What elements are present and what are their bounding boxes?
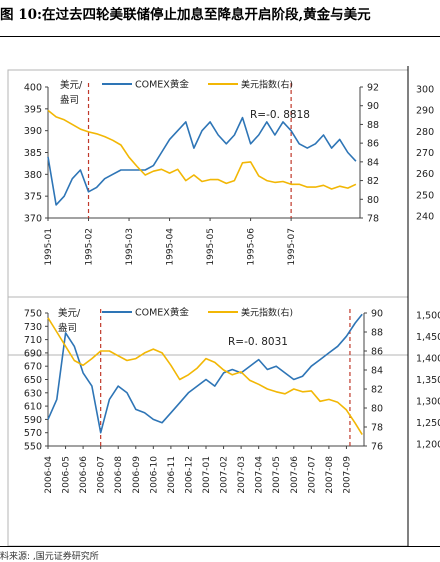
chart2-x-tick-label: 2006-12 bbox=[184, 456, 194, 494]
chart2-right-tick-label: 84 bbox=[371, 366, 383, 377]
chart1-left-tick-label: 370 bbox=[24, 214, 42, 225]
chart2-x-tick-label: 2007-07 bbox=[307, 456, 317, 494]
chart2-outer-tick-label: 1,500 bbox=[416, 311, 440, 322]
chart1-left-tick-label: 395 bbox=[24, 104, 42, 115]
chart2-x-tick-label: 2007-06 bbox=[290, 456, 300, 494]
chart2-x-tick-label: 2006-06 bbox=[79, 456, 89, 494]
chart2-left-tick-label: 630 bbox=[24, 388, 42, 399]
chart2-x-tick-label: 2006-05 bbox=[62, 456, 72, 494]
chart2-usd-series-line bbox=[47, 317, 363, 436]
chart1-outer-tick-label: 240 bbox=[416, 212, 434, 223]
chart1-outer-tick-label: 300 bbox=[416, 85, 434, 96]
chart1-left-axis-title-line2: 盎司 bbox=[60, 94, 79, 106]
chart2-x-tick-label: 2007-05 bbox=[272, 456, 282, 494]
chart1-left-tick-label: 380 bbox=[24, 170, 42, 181]
chart2-x-tick-label: 2007-01 bbox=[202, 456, 212, 494]
chart2-x-tick-label: 2007-08 bbox=[325, 456, 335, 494]
chart2-x-tick-label: 2006-11 bbox=[167, 456, 177, 494]
figure-title: 图 10:在过去四轮美联储停止加息至降息开启阶段,黄金与美元 bbox=[0, 7, 371, 23]
chart2-left-tick-label: 730 bbox=[24, 322, 42, 333]
chart1-right-tick-label: 78 bbox=[367, 214, 379, 225]
chart2-right-tick-label: 90 bbox=[371, 309, 383, 320]
chart1-outer-tick-label: 260 bbox=[416, 169, 434, 180]
chart2-x-tick-label: 2007-02 bbox=[220, 456, 230, 494]
chart1-legend-gold-label: COMEX黄金 bbox=[135, 79, 189, 91]
chart2-outer-tick-label: 1,400 bbox=[416, 354, 440, 365]
chart1-correlation-annotation: R=-0. 8818 bbox=[250, 109, 310, 121]
top-rule bbox=[0, 36, 440, 37]
chart2-legend-gold-label: COMEX黄金 bbox=[135, 307, 189, 319]
chart1-outer-tick-label: 250 bbox=[416, 190, 434, 201]
chart2-x-tick-label: 2006-07 bbox=[97, 456, 107, 494]
chart2-outer-tick-label: 1,300 bbox=[416, 397, 440, 408]
chart2-left-tick-label: 690 bbox=[24, 348, 42, 359]
chart2-left-tick-label: 570 bbox=[24, 428, 42, 439]
chart1-x-tick-label: 1995-05 bbox=[206, 228, 216, 266]
chart2-outer-tick-label: 1,450 bbox=[416, 332, 440, 343]
chart2-right-tick-label: 86 bbox=[371, 347, 383, 358]
chart1-x-tick-label: 1995-02 bbox=[85, 228, 95, 266]
chart1-outer-tick-label: 270 bbox=[416, 148, 434, 159]
chart2-x-tick-label: 2007-09 bbox=[342, 456, 352, 494]
chart2-outer-tick-label: 1,350 bbox=[416, 375, 440, 386]
chart2-outer-tick-label: 1,200 bbox=[416, 440, 440, 451]
chart1-legend-usd-label: 美元指数(右) bbox=[241, 79, 293, 91]
chart1-left-tick-label: 390 bbox=[24, 126, 42, 137]
chart1-left-tick-label: 375 bbox=[24, 192, 42, 203]
chart1-right-tick-label: 86 bbox=[367, 139, 379, 150]
chart1-right-tick-label: 82 bbox=[367, 176, 379, 187]
chart2-left-axis-title-line1: 美元/ bbox=[58, 307, 81, 319]
chart2-left-tick-label: 610 bbox=[24, 402, 42, 413]
chart1-left-axis-title-line1: 美元/ bbox=[60, 79, 83, 91]
chart2-x-tick-label: 2007-03 bbox=[237, 456, 247, 494]
chart2-x-tick-label: 2006-10 bbox=[149, 456, 159, 494]
chart2-x-tick-label: 2006-04 bbox=[44, 456, 54, 494]
chart1-left-tick-label: 385 bbox=[24, 148, 42, 159]
chart2-right-tick-label: 82 bbox=[371, 385, 383, 396]
chart1-outer-tick-label: 290 bbox=[416, 106, 434, 117]
chart1-right-tick-label: 80 bbox=[367, 195, 379, 206]
chart2-x-tick-label: 2006-09 bbox=[132, 456, 142, 494]
chart2-left-tick-label: 710 bbox=[24, 335, 42, 346]
chart1-x-tick-label: 1995-01 bbox=[44, 228, 54, 266]
chart2-gold-series-line bbox=[47, 313, 363, 434]
chart1-x-tick-label: 1995-06 bbox=[247, 228, 257, 266]
chart2-x-tick-label: 2007-04 bbox=[255, 456, 265, 494]
chart2-left-axis-title-line2: 盎司 bbox=[58, 322, 77, 334]
chart2-outer-tick-label: 1,250 bbox=[416, 418, 440, 429]
bottom-rule bbox=[0, 546, 440, 547]
chart2-right-tick-label: 80 bbox=[371, 404, 383, 415]
chart1-right-tick-label: 90 bbox=[367, 101, 379, 112]
chart2-left-tick-label: 670 bbox=[24, 362, 42, 373]
chart2-right-tick-label: 88 bbox=[371, 328, 383, 339]
source-footer: 料来源: ,国元证券研究所 bbox=[0, 552, 99, 562]
chart2-left-tick-label: 650 bbox=[24, 375, 42, 386]
chart2-legend-usd-label: 美元指数(右) bbox=[241, 307, 293, 319]
chart2-left-tick-label: 590 bbox=[24, 415, 42, 426]
chart2-left-tick-label: 750 bbox=[24, 309, 42, 320]
chart2-left-tick-label: 550 bbox=[24, 442, 42, 453]
chart1-right-tick-label: 88 bbox=[367, 120, 379, 131]
chart1-right-tick-label: 84 bbox=[367, 157, 379, 168]
chart2-x-tick-label: 2006-08 bbox=[114, 456, 124, 494]
chart2-right-tick-label: 78 bbox=[371, 423, 383, 434]
chart2-correlation-annotation: R=-0. 8031 bbox=[228, 336, 288, 348]
chart2-right-tick-label: 76 bbox=[371, 442, 383, 453]
chart1-x-tick-label: 1995-04 bbox=[166, 228, 176, 266]
chart1-right-tick-label: 92 bbox=[367, 83, 379, 94]
chart1-gold-series-line bbox=[47, 116, 357, 206]
chart1-x-tick-label: 1995-03 bbox=[125, 228, 135, 266]
chart1-outer-tick-label: 280 bbox=[416, 127, 434, 138]
chart1-usd-series-line bbox=[47, 109, 357, 190]
chart1-left-tick-label: 400 bbox=[24, 83, 42, 94]
chart1-x-tick-label: 1995-07 bbox=[287, 228, 297, 266]
